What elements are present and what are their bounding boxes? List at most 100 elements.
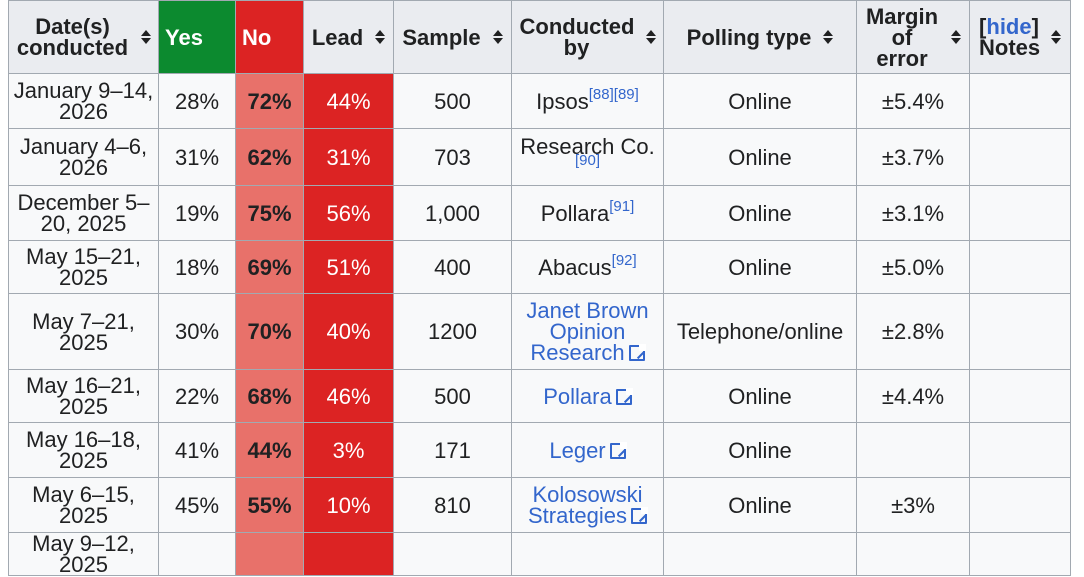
polling-type-cell: Online <box>663 185 857 241</box>
yes-cell: 22% <box>158 369 236 423</box>
date-cell: January 4–6, 2026 <box>8 128 159 186</box>
sort-icon[interactable] <box>492 28 503 46</box>
col-sample-label: Sample <box>402 24 481 50</box>
sample-cell: 810 <box>393 477 512 533</box>
conducted-by-cell[interactable]: Janet Brown Opinion Research <box>511 293 664 370</box>
col-notes-label: Notes <box>979 35 1041 60</box>
conducted-by-cell[interactable]: Kolosowski Strategies <box>511 477 664 533</box>
external-link-icon[interactable] <box>615 387 633 405</box>
date-cell: December 5–20, 2025 <box>8 185 159 241</box>
margin-cell <box>856 532 970 576</box>
polling-type-cell: Online <box>663 422 857 478</box>
lead-cell <box>303 532 394 576</box>
polling-type-cell <box>663 532 857 576</box>
col-margin-label: Margin of error <box>865 3 939 71</box>
external-link-icon[interactable] <box>628 344 646 361</box>
notes-cell <box>969 477 1071 533</box>
pollster-link[interactable]: Kolosowski Strategies <box>527 482 643 528</box>
no-cell <box>235 532 304 576</box>
sample-cell: 500 <box>393 369 512 423</box>
pollster-name: Pollara <box>540 200 610 226</box>
conducted-by-cell[interactable]: Leger <box>511 422 664 478</box>
yes-cell: 19% <box>158 185 236 241</box>
header-row: Date(s) conducted Yes No Lead Sample Con… <box>8 0 1071 74</box>
no-cell: 70% <box>235 293 304 370</box>
no-cell: 44% <box>235 422 304 478</box>
polling-type-cell: Online <box>663 128 857 186</box>
polling-type-cell: Online <box>663 477 857 533</box>
margin-cell: ±5.4% <box>856 73 970 129</box>
lead-cell: 46% <box>303 369 394 423</box>
notes-cell <box>969 422 1071 478</box>
conducted-by-cell[interactable]: Pollara <box>511 369 664 423</box>
col-lead-header[interactable]: Lead <box>303 0 394 74</box>
date-cell: May 6–15, 2025 <box>8 477 159 533</box>
col-notes-header: [hide] Notes <box>969 0 1071 74</box>
reference-link[interactable]: [88][89] <box>588 85 639 103</box>
sort-icon[interactable] <box>375 28 386 46</box>
table-row: May 6–15, 2025 45% 55% 10% 810 Kolosowski Str… <box>8 477 1071 533</box>
yes-cell: 31% <box>158 128 236 186</box>
hide-bracket-close: ] <box>1031 14 1039 39</box>
col-conducted-by-label: Conducted by <box>519 14 635 60</box>
pollster-link[interactable]: Leger <box>549 437 606 463</box>
col-margin-header[interactable]: Margin of error <box>856 0 970 74</box>
col-polling-type-header[interactable]: Polling type <box>663 0 857 74</box>
external-link-icon[interactable] <box>609 441 627 459</box>
yes-cell: 18% <box>158 240 236 294</box>
date-cell: May 16–18, 2025 <box>8 422 159 478</box>
table-row: January 4–6, 2026 31% 62% 31% 703 Research Co… <box>8 128 1071 186</box>
yes-cell: 45% <box>158 477 236 533</box>
sample-cell <box>393 532 512 576</box>
notes-cell <box>969 369 1071 423</box>
hide-link[interactable]: hide <box>986 14 1032 39</box>
sort-icon[interactable] <box>951 28 961 46</box>
sample-cell: 500 <box>393 73 512 129</box>
sort-icon[interactable] <box>823 28 834 46</box>
margin-cell: ±2.8% <box>856 293 970 370</box>
polling-type-cell: Online <box>663 73 857 129</box>
pollster-name: Ipsos <box>536 88 589 114</box>
reference-link[interactable]: [90] <box>574 152 601 169</box>
notes-cell <box>969 240 1071 294</box>
lead-cell: 31% <box>303 128 394 186</box>
col-conducted-by-header[interactable]: Conducted by <box>511 0 664 74</box>
no-cell: 72% <box>235 73 304 129</box>
date-cell: January 9–14, 2026 <box>8 73 159 129</box>
conducted-by-cell: Research Co.[90] <box>511 128 664 186</box>
col-no-label: No <box>242 24 272 50</box>
polling-type-cell: Online <box>663 369 857 423</box>
yes-cell <box>158 532 236 576</box>
table-row: May 16–18, 2025 41% 44% 3% 171 Leger Online <box>8 422 1071 478</box>
table-row: May 7–21, 2025 30% 70% 40% 1200 Janet Brown O… <box>8 293 1071 370</box>
col-sample-header[interactable]: Sample <box>393 0 512 74</box>
sort-icon[interactable] <box>140 28 151 46</box>
pollster-link[interactable]: Pollara <box>543 383 612 409</box>
lead-cell: 44% <box>303 73 394 129</box>
no-cell: 75% <box>235 185 304 241</box>
notes-cell <box>969 185 1071 241</box>
col-lead-label: Lead <box>311 24 364 50</box>
pollster-link[interactable]: Janet Brown Opinion Research <box>526 298 649 365</box>
date-cell: May 7–21, 2025 <box>8 293 159 370</box>
polling-type-cell: Telephone/online <box>663 293 857 370</box>
table-row: December 5–20, 2025 19% 75% 56% 1,000 Pollara… <box>8 185 1071 241</box>
col-date-header[interactable]: Date(s) conducted <box>8 0 159 74</box>
lead-cell: 10% <box>303 477 394 533</box>
notes-cell <box>969 128 1071 186</box>
reference-link[interactable]: [91] <box>609 197 635 215</box>
polling-table: Date(s) conducted Yes No Lead Sample Con… <box>8 0 1071 576</box>
table-row: May 9–12, 2025 <box>8 532 1071 576</box>
table-row: May 15–21, 2025 18% 69% 51% 400 Abacus[92] Onl… <box>8 240 1071 294</box>
table-row: May 16–21, 2025 22% 68% 46% 500 Pollara Online… <box>8 369 1071 423</box>
col-polling-type-label: Polling type <box>686 24 812 50</box>
reference-link[interactable]: [92] <box>611 251 637 269</box>
yes-cell: 28% <box>158 73 236 129</box>
sort-icon[interactable] <box>645 28 656 46</box>
no-cell: 55% <box>235 477 304 533</box>
sort-icon[interactable] <box>1051 28 1061 46</box>
sample-cell: 703 <box>393 128 512 186</box>
conducted-by-cell: Abacus[92] <box>511 240 664 294</box>
table-body: January 9–14, 2026 28% 72% 44% 500 Ipsos[88][… <box>8 73 1071 576</box>
external-link-icon[interactable] <box>631 507 649 524</box>
